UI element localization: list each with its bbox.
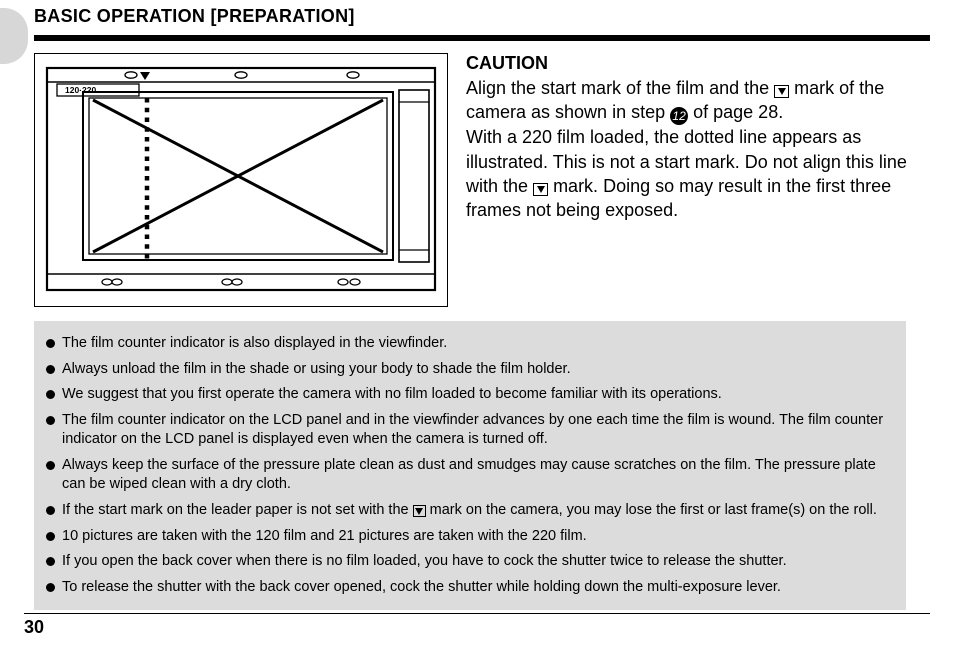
note-item: If the start mark on the leader paper is…: [44, 498, 894, 524]
note-item: If you open the back cover when there is…: [44, 549, 894, 575]
page-number: 30: [24, 617, 44, 638]
illustration: 120·220: [43, 62, 439, 298]
caution-text-1c: of page 28.: [693, 102, 783, 122]
note-text-post: mark on the camera, you may lose the fir…: [426, 502, 877, 518]
triangle-down-icon: [774, 85, 789, 98]
notes-list: The film counter indicator is also displ…: [44, 331, 894, 600]
content-row: 120·220 CAUTION Align the start mark of …: [0, 53, 930, 307]
note-item: We suggest that you first operate the ca…: [44, 382, 894, 408]
note-text-pre: If the start mark on the leader paper is…: [62, 502, 413, 518]
header: BASIC OPERATION [PREPARATION]: [0, 0, 930, 31]
caution-column: CAUTION Align the start mark of the film…: [466, 53, 930, 307]
note-item: The film counter indicator on the LCD pa…: [44, 408, 894, 453]
page: BASIC OPERATION [PREPARATION] 120·220 CA…: [0, 0, 954, 646]
caution-paragraph-2: With a 220 film loaded, the dotted line …: [466, 125, 930, 222]
svg-text:120·220: 120·220: [65, 85, 96, 95]
note-item: 10 pictures are taken with the 120 film …: [44, 524, 894, 550]
caution-paragraph-1: Align the start mark of the film and the…: [466, 76, 930, 125]
illustration-frame: 120·220: [34, 53, 448, 307]
note-item: Always unload the film in the shade or u…: [44, 357, 894, 383]
triangle-down-icon: [413, 505, 426, 517]
caution-text-1a: Align the start mark of the film and the: [466, 78, 774, 98]
caution-title: CAUTION: [466, 53, 930, 74]
step-number-badge: 12: [670, 107, 688, 125]
notes-box: The film counter indicator is also displ…: [34, 321, 906, 610]
header-rule: [34, 35, 930, 41]
illustration-svg: 120·220: [43, 62, 439, 298]
note-item: To release the shutter with the back cov…: [44, 575, 894, 601]
triangle-down-icon: [533, 183, 548, 196]
note-item: The film counter indicator is also displ…: [44, 331, 894, 357]
section-title: BASIC OPERATION [PREPARATION]: [34, 6, 930, 27]
footer-rule: [24, 613, 930, 614]
note-item: Always keep the surface of the pressure …: [44, 453, 894, 498]
